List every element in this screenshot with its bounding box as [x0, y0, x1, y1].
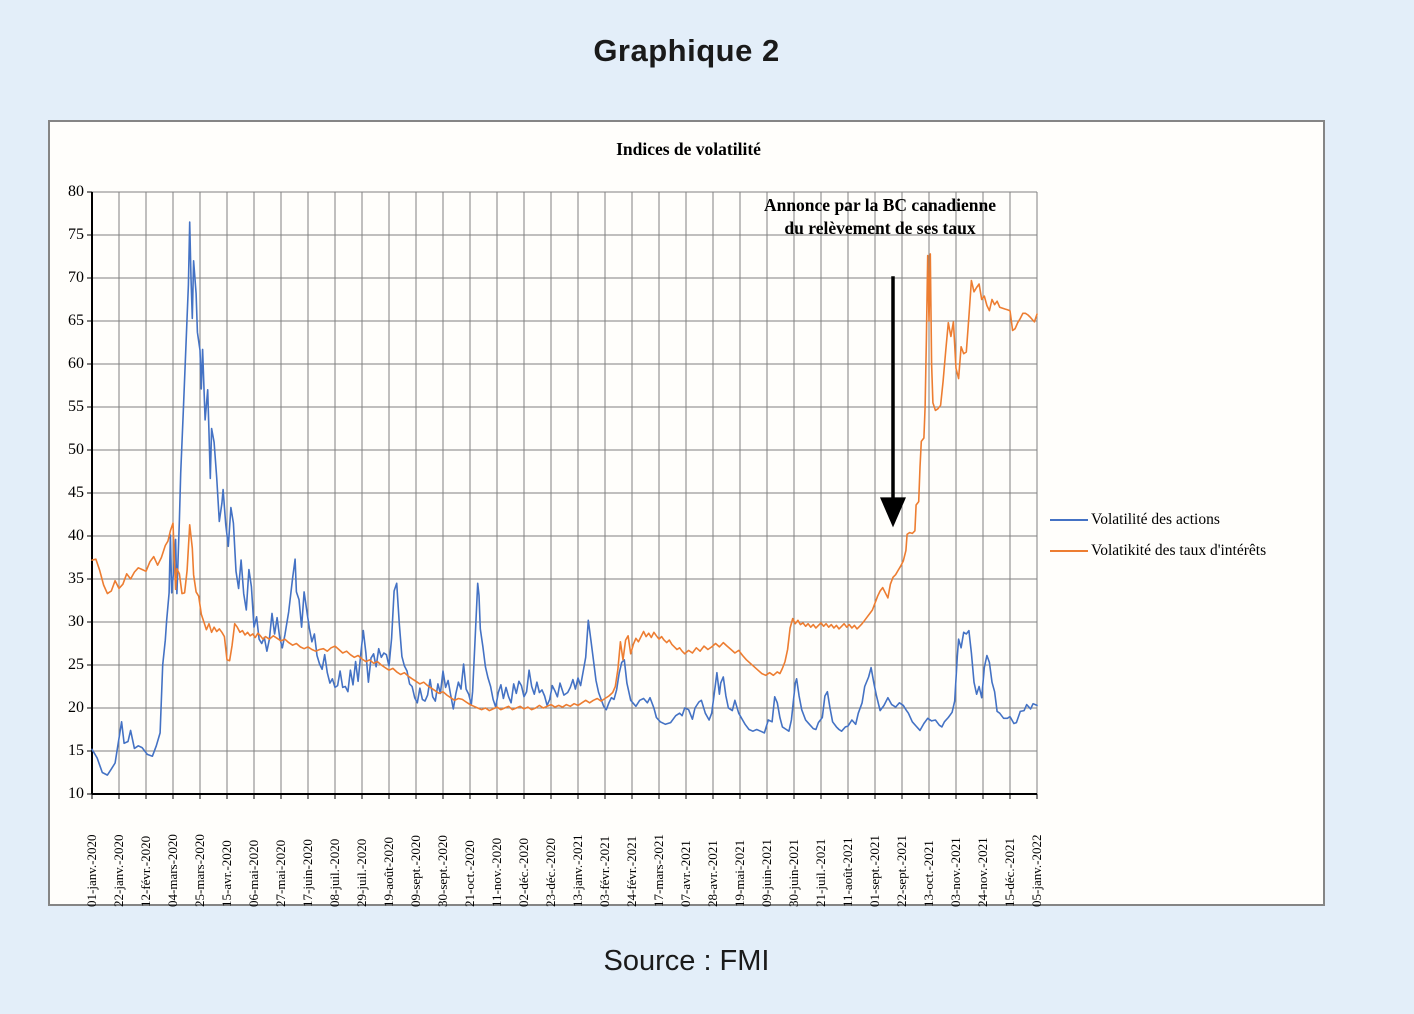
- x-tick-label: 04-mars-2020: [165, 834, 180, 907]
- chart-container: Indices de volatilité Annonce par la BC …: [48, 120, 1325, 907]
- x-tick-label: 01-sept.-2021: [867, 835, 882, 907]
- y-tick-label: 80: [68, 183, 84, 200]
- y-tick-label: 15: [68, 742, 84, 759]
- annotation-line-2: du relèvement de ses taux: [784, 218, 976, 239]
- x-tick-label: 17-mars-2021: [651, 834, 666, 907]
- x-tick-label: 08-juil.-2020: [327, 838, 342, 907]
- y-tick-label: 25: [68, 656, 84, 673]
- x-tick-label: 21-juil.-2021: [813, 838, 828, 907]
- y-tick-label: 50: [68, 441, 84, 458]
- x-tick-label: 19-mai-2021: [732, 839, 747, 907]
- x-tick-label: 17-juin-2020: [300, 839, 315, 907]
- x-tick-label: 27-mai-2020: [273, 839, 288, 907]
- x-tick-label: 28-avr.-2021: [705, 840, 720, 907]
- x-tick-label: 24-févr.-2021: [624, 835, 639, 907]
- annotation-arrow-head: [880, 497, 906, 528]
- x-tick-label: 24-nov.-2021: [975, 837, 990, 907]
- source-caption: Source : FMI: [603, 945, 770, 977]
- x-tick-label: 22-sept.-2021: [894, 835, 909, 907]
- y-tick-label: 45: [68, 484, 84, 501]
- x-tick-label: 11-nov.-2020: [489, 837, 504, 907]
- legend-line-swatch-orange: [1050, 550, 1088, 552]
- chart-plot-area: [87, 191, 1038, 799]
- chart-title: Indices de volatilité: [616, 139, 761, 159]
- chart-legend: Volatilité des actions Volatikité des ta…: [1050, 510, 1266, 561]
- y-tick-label: 65: [68, 312, 84, 329]
- x-tick-label: 09-sept.-2020: [408, 835, 423, 907]
- x-tick-label: 07-avr.-2021: [678, 840, 693, 907]
- x-tick-label: 01-janv.-2020: [84, 834, 99, 907]
- x-tick-label: 03-févr.-2021: [597, 835, 612, 907]
- x-tick-label: 03-nov.-2021: [948, 837, 963, 907]
- legend-line-swatch-blue: [1050, 519, 1088, 521]
- x-tick-label: 15-avr.-2020: [219, 840, 234, 907]
- x-tick-label: 09-juin-2021: [759, 839, 774, 907]
- x-tick-label: 29-juil.-2020: [354, 838, 369, 907]
- y-tick-label: 60: [68, 355, 84, 372]
- x-tick-label: 21-oct.-2020: [462, 840, 477, 907]
- x-tick-label: 30-sept.-2020: [435, 835, 450, 907]
- x-tick-label: 02-déc.-2020: [516, 838, 531, 907]
- y-tick-label: 10: [68, 785, 84, 802]
- x-tick-label: 06-mai-2020: [246, 839, 261, 907]
- chart-annotation: Annonce par la BC canadienne du relèveme…: [710, 194, 1050, 241]
- x-tick-label: 23-déc.-2020: [543, 838, 558, 907]
- page-title: Graphique 2: [593, 33, 780, 68]
- legend-label-actions: Volatilité des actions: [1091, 511, 1220, 528]
- x-tick-label: 05-janv.-2022: [1029, 834, 1044, 907]
- x-tick-label: 22-janv.-2020: [111, 834, 126, 907]
- annotation-line-1: Annonce par la BC canadienne: [763, 195, 997, 215]
- x-tick-label: 30-juin-2021: [786, 839, 801, 907]
- y-tick-label: 70: [68, 269, 84, 286]
- x-tick-label: 12-févr.-2020: [138, 835, 153, 907]
- legend-label-taux: Volatikité des taux d'intérêts: [1091, 542, 1267, 559]
- x-tick-label: 13-janv.-2021: [570, 834, 585, 907]
- series-line-0: [91, 221, 1038, 776]
- y-tick-label: 75: [68, 226, 84, 243]
- series-line-1: [91, 253, 1038, 712]
- y-tick-label: 20: [68, 699, 84, 716]
- y-tick-label: 40: [68, 527, 84, 544]
- y-tick-label: 55: [68, 398, 84, 415]
- legend-item-actions: Volatilité des actions: [1050, 510, 1266, 530]
- legend-item-taux: Volatikité des taux d'intérêts: [1050, 541, 1266, 561]
- x-tick-label: 19-août-2020: [381, 836, 396, 907]
- x-tick-label: 25-mars-2020: [192, 834, 207, 907]
- x-tick-label: 11-août-2021: [840, 837, 855, 907]
- y-tick-label: 30: [68, 613, 84, 630]
- y-tick-label: 35: [68, 570, 84, 587]
- x-tick-label: 15-déc.-2021: [1002, 838, 1017, 907]
- x-tick-label: 13-oct.-2021: [921, 840, 936, 907]
